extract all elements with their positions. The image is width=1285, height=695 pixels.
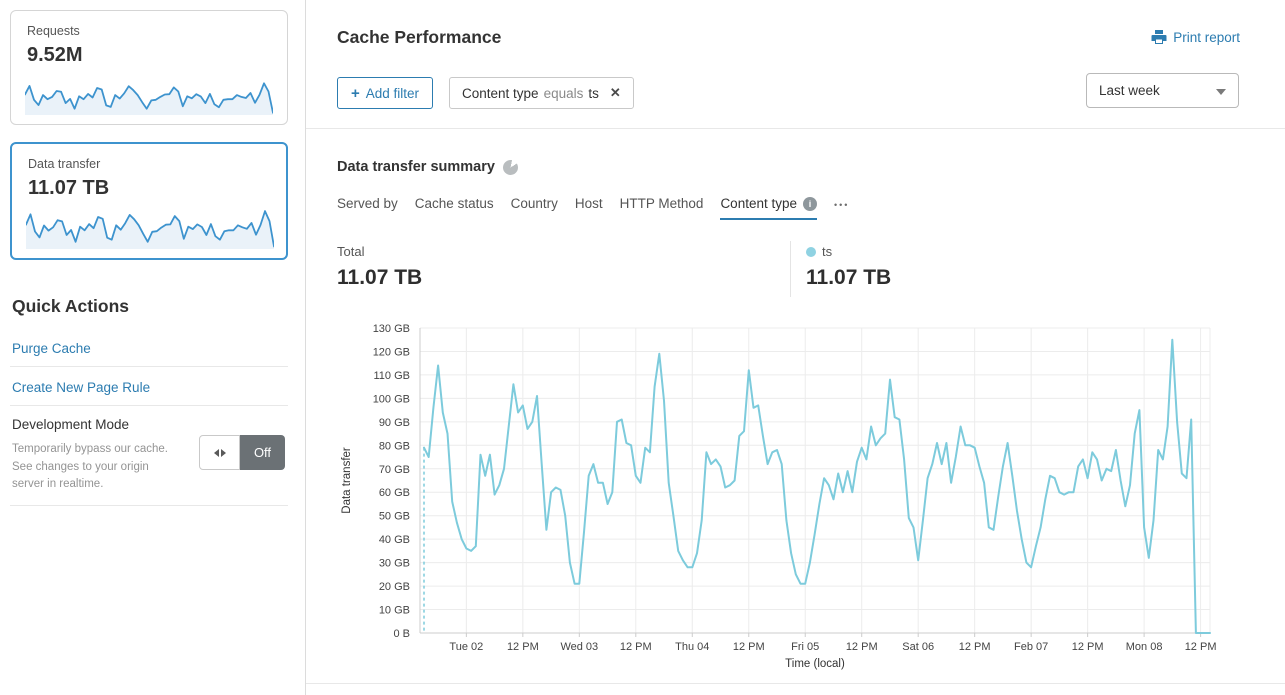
requests-card-value: 9.52M	[27, 44, 83, 66]
tab-label: Cache status	[414, 196, 494, 211]
divider	[306, 128, 1285, 129]
pie-chart-icon	[502, 159, 518, 175]
development-mode-toggle[interactable]: Off	[199, 435, 285, 470]
printer-icon	[1151, 30, 1167, 44]
data-transfer-chart: 0 B 10 GB 20 GB 30 GB 40 GB 50 GB 60 GB 70 GB 80…	[341, 323, 1217, 670]
filter-operator: equals	[543, 85, 584, 101]
x-tick-label: 12 PM	[507, 641, 539, 653]
create-page-rule-link[interactable]: Create New Page Rule	[12, 380, 151, 395]
x-tick-label: Feb 07	[1014, 641, 1048, 653]
x-tick-label: 12 PM	[620, 641, 652, 653]
x-tick-label: Tue 02	[449, 641, 483, 653]
filter-field: Content type	[462, 85, 539, 101]
quick-actions-title: Quick Actions	[12, 296, 130, 316]
metric-card-requests[interactable]: Requests 9.52M	[10, 10, 288, 125]
divider	[306, 683, 1285, 684]
tab-label: Content type	[720, 196, 797, 211]
y-tick-label: 10 GB	[379, 605, 410, 617]
filter-chip[interactable]: Content type equals ts ✕	[449, 77, 634, 109]
x-tick-label: 12 PM	[1072, 641, 1104, 653]
data-transfer-card-value: 11.07 TB	[28, 177, 110, 199]
total-value: 11.07 TB	[337, 266, 423, 289]
print-report-button[interactable]: Print report	[1151, 30, 1240, 45]
toggle-off-label: Off	[240, 435, 285, 470]
total-label: Total	[337, 244, 365, 259]
add-filter-label: Add filter	[365, 85, 420, 101]
stat-divider	[790, 241, 791, 297]
divider	[10, 505, 288, 506]
remove-filter-icon[interactable]: ✕	[609, 85, 621, 100]
requests-card-label: Requests	[27, 24, 80, 38]
y-axis-title: Data transfer	[341, 447, 353, 514]
tab-content-type[interactable]: Content type i	[720, 196, 817, 220]
plus-icon: +	[351, 84, 360, 102]
ts-legend-dot	[806, 247, 816, 257]
summary-title-text: Data transfer summary	[337, 159, 495, 175]
x-tick-label: 12 PM	[733, 641, 765, 653]
tab-label: HTTP Method	[619, 196, 704, 211]
tab-cache-status[interactable]: Cache status	[415, 196, 494, 218]
x-tick-label: 12 PM	[1185, 641, 1217, 653]
y-tick-label: 100 GB	[373, 393, 410, 405]
tab-label: Served by	[337, 196, 398, 211]
page-title: Cache Performance	[337, 27, 502, 47]
ts-legend-label: ts	[822, 244, 833, 259]
x-tick-label: Thu 04	[675, 641, 709, 653]
tab-host[interactable]: Host	[575, 196, 603, 218]
y-tick-label: 90 GB	[379, 417, 410, 429]
tab-label: Host	[574, 196, 603, 211]
y-tick-label: 0 B	[393, 628, 410, 640]
y-tick-label: 110 GB	[374, 370, 411, 382]
y-tick-label: 120 GB	[373, 346, 410, 358]
development-mode-description: Temporarily bypass our cache. See change…	[12, 443, 168, 490]
divider	[10, 366, 288, 367]
metric-card-data-transfer[interactable]: Data transfer 11.07 TB	[10, 142, 288, 260]
x-tick-label: 12 PM	[846, 641, 878, 653]
time-range-value: Last week	[1099, 83, 1160, 98]
summary-tabs: Served by Cache status Country Host HTTP Met…	[337, 196, 849, 220]
development-mode-title: Development Mode	[12, 417, 130, 432]
y-tick-label: 20 GB	[379, 581, 410, 593]
y-tick-label: 80 GB	[379, 440, 410, 452]
arrows-left-right-icon	[213, 448, 219, 457]
x-tick-label: Sat 06	[902, 641, 934, 653]
filter-value: ts	[588, 85, 599, 101]
divider	[10, 405, 288, 406]
sidebar-divider	[305, 0, 306, 695]
purge-cache-link[interactable]: Purge Cache	[12, 341, 91, 356]
requests-sparkline	[25, 82, 273, 115]
print-report-label: Print report	[1173, 30, 1240, 45]
tab-label: Country	[510, 196, 558, 211]
x-tick-label: 12 PM	[959, 641, 991, 653]
ts-legend-value: 11.07 TB	[806, 266, 892, 289]
add-filter-button[interactable]: + Add filter	[337, 77, 434, 109]
chevron-down-icon	[1216, 89, 1226, 95]
y-tick-label: 40 GB	[379, 534, 410, 546]
info-icon[interactable]: i	[803, 196, 817, 211]
toggle-knob[interactable]	[199, 435, 240, 470]
tab-served-by[interactable]: Served by	[337, 196, 398, 218]
x-tick-label: Wed 03	[560, 641, 598, 653]
more-tabs-button[interactable]: •••	[834, 200, 850, 210]
summary-section-title: Data transfer summary	[337, 159, 518, 175]
y-tick-label: 30 GB	[379, 558, 410, 570]
data-transfer-sparkline	[26, 210, 274, 249]
arrows-left-right-icon	[220, 448, 226, 457]
tab-http-method[interactable]: HTTP Method	[620, 196, 704, 218]
y-tick-label: 50 GB	[379, 511, 410, 523]
x-tick-label: Fri 05	[791, 641, 819, 653]
time-range-select[interactable]: Last week	[1086, 73, 1239, 108]
tab-country[interactable]: Country	[511, 196, 558, 218]
data-transfer-card-label: Data transfer	[28, 157, 101, 171]
y-tick-label: 70 GB	[379, 464, 410, 476]
y-tick-label: 130 GB	[373, 323, 410, 335]
x-tick-label: Mon 08	[1126, 641, 1163, 653]
y-tick-label: 60 GB	[379, 487, 410, 499]
x-axis-title: Time (local)	[785, 658, 845, 670]
